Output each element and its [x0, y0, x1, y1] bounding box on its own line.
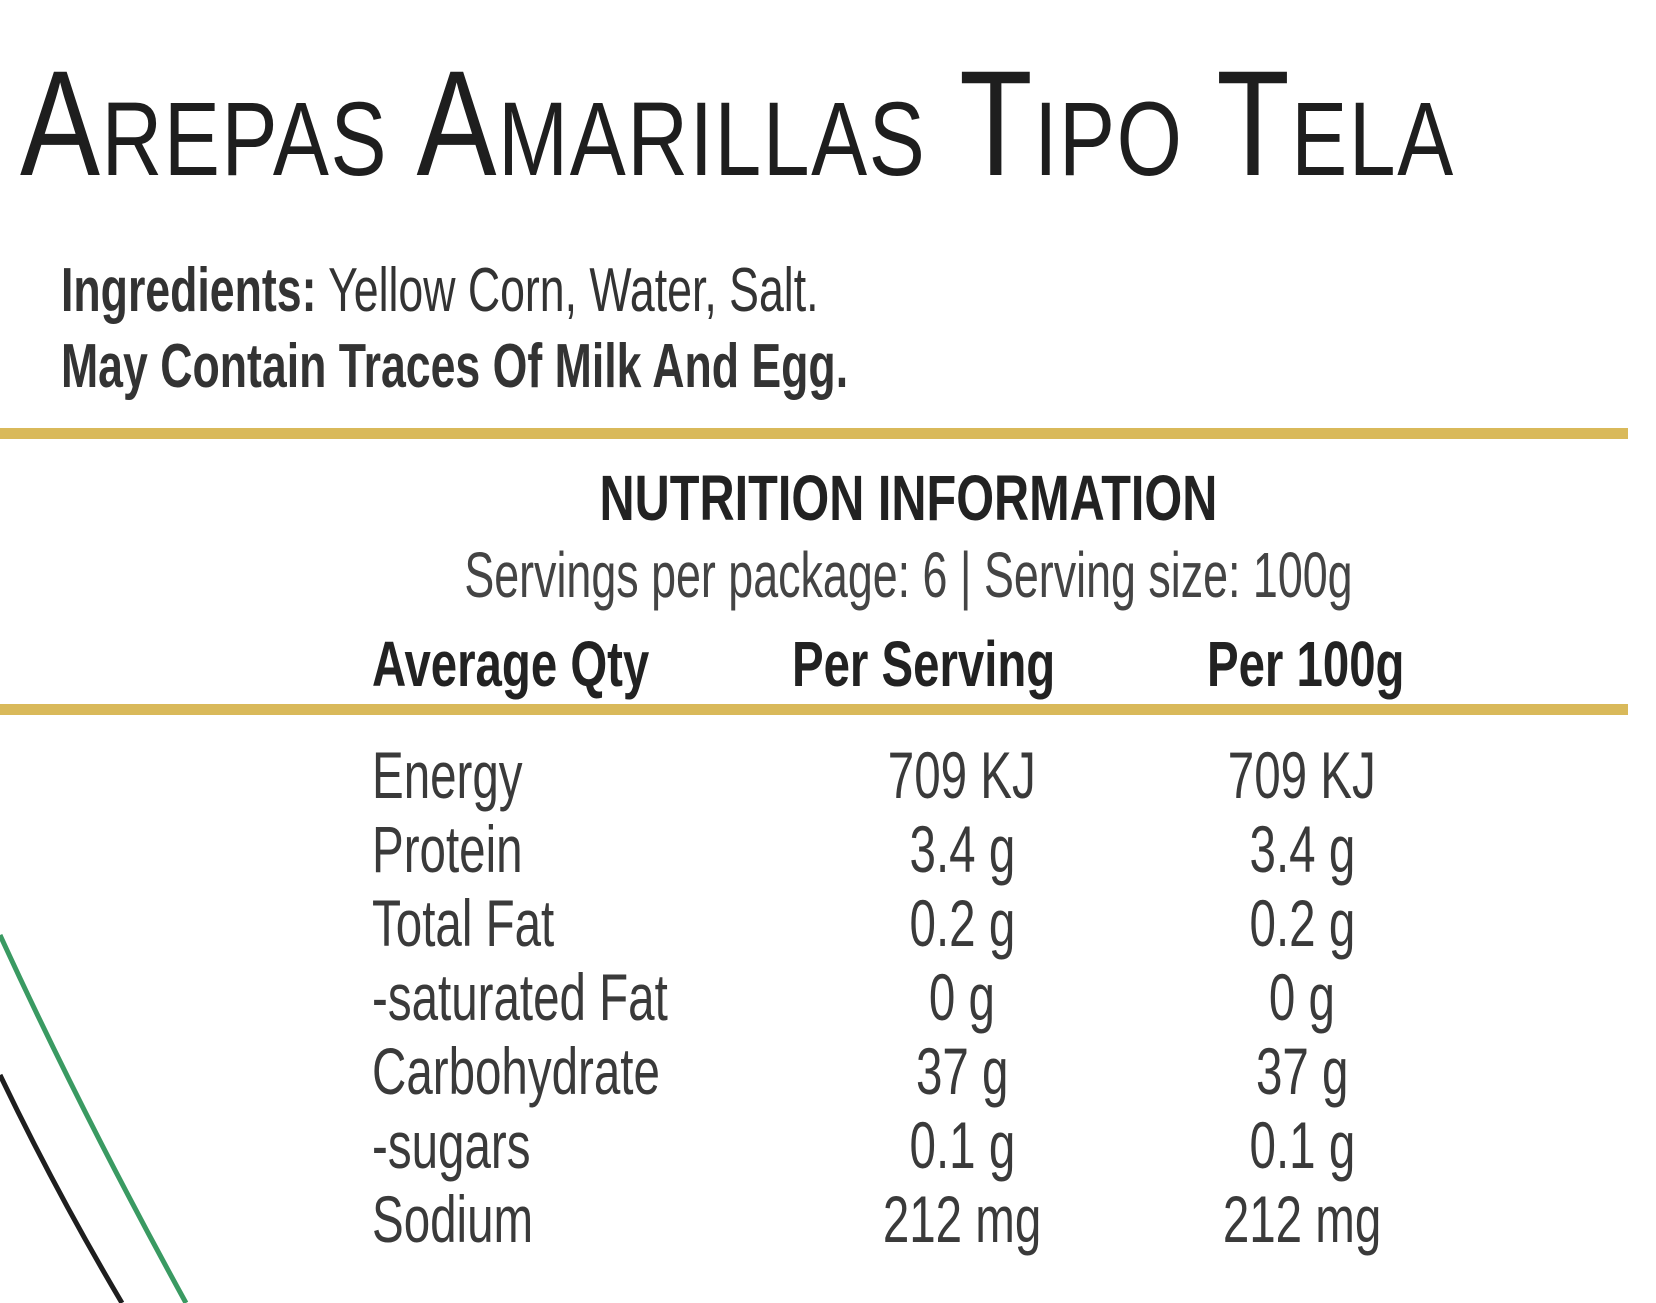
per-serving-value: 212 mg: [882, 1182, 1042, 1256]
divider-top: [0, 428, 1628, 439]
nutrient-name: -sugars: [372, 1108, 531, 1182]
nutrient-name: Energy: [372, 738, 523, 812]
per-serving-value: 0.2 g: [909, 886, 1015, 960]
green-curve: [0, 933, 189, 1303]
column-header-average-qty: Average Qty: [372, 628, 650, 700]
per-100g-value: 3.4 g: [1249, 812, 1355, 886]
per-100g-value: 37 g: [1255, 1034, 1349, 1108]
ingredients-line: Ingredients: Yellow Corn, Water, Salt.: [61, 260, 1113, 322]
nutrient-name: -saturated Fat: [372, 960, 668, 1034]
allergen-statement: May Contain Traces Of Milk And Egg.: [61, 332, 849, 401]
black-curve: [0, 1073, 125, 1303]
per-serving-value: 3.4 g: [909, 812, 1015, 886]
per-serving-value: 0.1 g: [909, 1108, 1015, 1182]
column-header-per-serving: Per Serving: [792, 628, 1056, 700]
per-serving-value: 0 g: [928, 960, 996, 1034]
per-100g-value: 0 g: [1268, 960, 1336, 1034]
nutrient-name: Sodium: [372, 1182, 534, 1256]
nutrient-name: Protein: [372, 812, 523, 886]
product-title: Arepas Amarillas Tipo Tela: [20, 39, 1455, 207]
per-100g-value: 709 KJ: [1228, 738, 1376, 812]
column-header-per-100g: Per 100g: [1207, 628, 1405, 700]
per-100g-value: 0.2 g: [1249, 886, 1355, 960]
ingredients-text: Yellow Corn, Water, Salt.: [328, 256, 819, 325]
servings-info: Servings per package: 6 | Serving size: …: [463, 539, 1353, 611]
nutrient-name: Carbohydrate: [372, 1034, 660, 1108]
per-100g-value: 0.1 g: [1249, 1108, 1355, 1182]
divider-header: [0, 704, 1628, 715]
ingredients-label: Ingredients:: [61, 256, 317, 325]
per-serving-value: 709 KJ: [888, 738, 1036, 812]
nutrition-heading: NUTRITION INFORMATION: [599, 462, 1217, 534]
per-100g-value: 212 mg: [1222, 1182, 1382, 1256]
nutrient-name: Total Fat: [372, 886, 555, 960]
per-serving-value: 37 g: [915, 1034, 1009, 1108]
